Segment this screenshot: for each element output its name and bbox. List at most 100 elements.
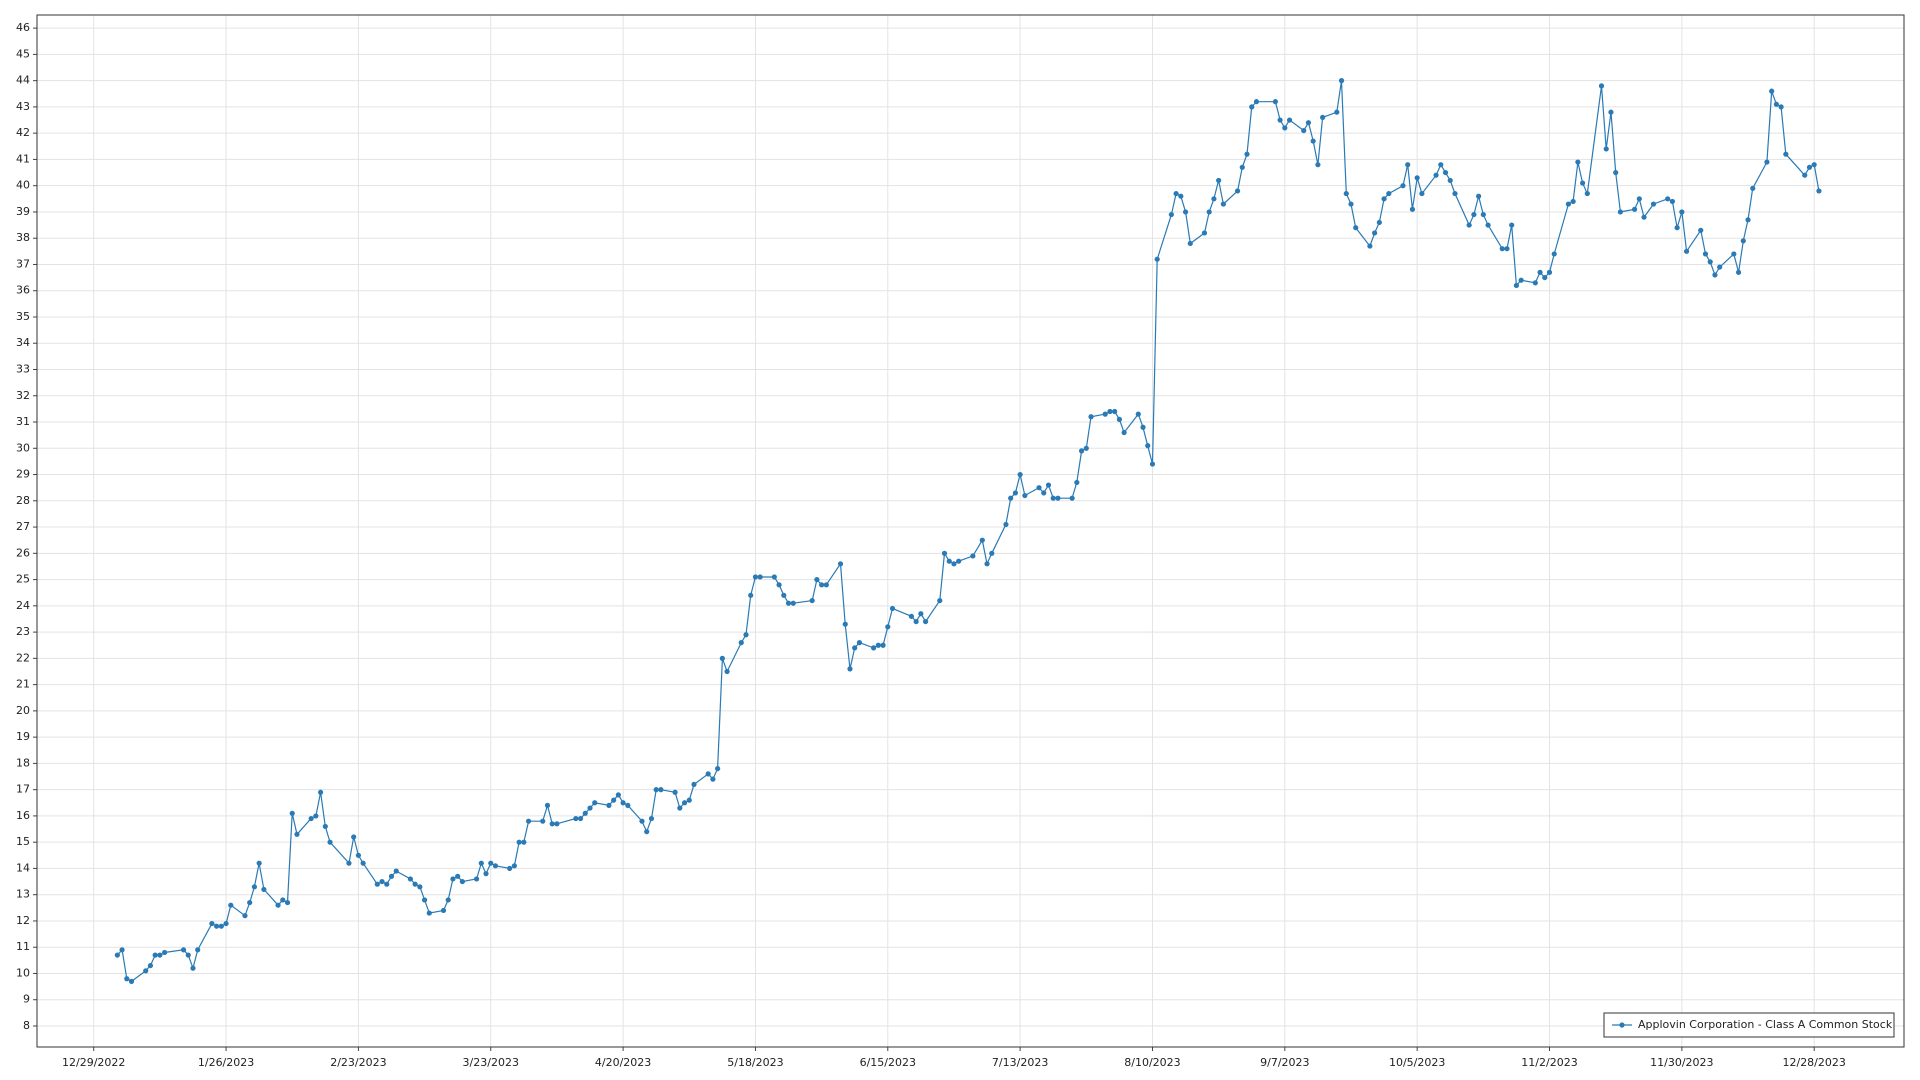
data-point: [984, 561, 990, 567]
y-tick-label: 9: [23, 993, 30, 1006]
data-point: [492, 863, 499, 869]
data-point: [355, 852, 362, 858]
data-point: [313, 813, 319, 819]
data-point: [1253, 99, 1260, 105]
data-point: [677, 805, 683, 811]
data-point: [1145, 443, 1151, 449]
data-point: [1546, 269, 1553, 275]
data-point: [544, 802, 551, 809]
y-tick-label: 40: [16, 179, 30, 192]
data-point: [875, 642, 881, 648]
data-point: [1816, 188, 1822, 194]
data-point: [1135, 411, 1141, 417]
data-point: [521, 839, 527, 845]
data-point: [1802, 172, 1808, 178]
y-tick-label: 31: [16, 415, 30, 428]
data-point: [1806, 164, 1813, 170]
data-point: [913, 618, 919, 625]
data-point: [1698, 227, 1704, 233]
data-point: [228, 902, 234, 908]
data-point: [1665, 196, 1671, 202]
data-point: [1509, 222, 1515, 228]
data-point: [1206, 209, 1212, 215]
y-tick-label: 24: [16, 599, 30, 612]
data-point: [1480, 211, 1486, 218]
data-point: [1717, 264, 1723, 270]
data-point: [1310, 138, 1316, 144]
data-point: [511, 863, 517, 869]
data-point: [440, 907, 447, 914]
data-point: [771, 574, 777, 580]
data-point: [1008, 495, 1014, 501]
data-point: [1769, 88, 1775, 94]
data-point: [908, 613, 915, 619]
series-line: [116, 80, 1820, 983]
plot-frame: [36, 14, 1905, 1048]
x-tick-label: 5/18/2023: [727, 1056, 783, 1069]
data-point: [1414, 175, 1420, 181]
data-point: [1442, 169, 1449, 176]
data-point: [114, 952, 120, 958]
data-point: [1234, 188, 1241, 194]
data-point: [1003, 521, 1009, 528]
data-point: [124, 976, 130, 982]
data-point: [639, 818, 645, 824]
data-point: [1631, 206, 1638, 212]
data-point: [1178, 193, 1184, 199]
data-point: [1476, 193, 1482, 199]
data-point: [1305, 120, 1312, 126]
y-tick-label: 23: [16, 625, 30, 638]
data-point: [1107, 408, 1113, 415]
x-tick-label: 9/7/2023: [1260, 1056, 1309, 1069]
data-point: [214, 923, 220, 929]
data-point: [478, 860, 484, 866]
data-point: [251, 884, 258, 890]
data-point: [1598, 83, 1605, 89]
data-point: [1471, 211, 1477, 218]
y-tick-label: 12: [16, 914, 30, 927]
data-point: [592, 800, 598, 806]
x-tick-label: 3/23/2023: [463, 1056, 519, 1069]
data-point: [1764, 159, 1770, 165]
data-point: [1088, 414, 1094, 420]
legend-label: Applovin Corporation - Class A Common St…: [1638, 1018, 1893, 1031]
data-point: [1532, 280, 1538, 286]
data-point: [157, 952, 163, 958]
data-point: [1140, 424, 1146, 430]
data-point: [1452, 190, 1458, 197]
data-point: [1055, 495, 1061, 501]
data-point: [781, 592, 787, 598]
data-point: [1022, 492, 1028, 499]
data-point: [1116, 416, 1122, 422]
y-tick-label: 38: [16, 231, 30, 244]
data-point: [284, 899, 291, 906]
data-point: [856, 640, 863, 646]
axes: 8 9 10 11 12 13 14 15 16 17 18 19 20 21 22 23 24 25 26 27 28…: [16, 14, 1905, 1069]
data-point: [705, 771, 711, 777]
plot: [114, 78, 1822, 984]
data-point: [672, 789, 678, 795]
data-point: [1433, 172, 1439, 178]
data-point: [615, 792, 621, 798]
data-point: [1485, 222, 1491, 228]
data-point: [681, 800, 688, 806]
data-point: [1584, 190, 1590, 197]
data-point: [1735, 269, 1742, 275]
data-point: [549, 821, 555, 827]
y-tick-label: 21: [16, 678, 30, 691]
data-point: [1731, 251, 1737, 257]
data-point: [1542, 274, 1548, 281]
data-point: [1579, 180, 1586, 186]
y-tick-label: 36: [16, 284, 30, 297]
x-tick-label: 7/13/2023: [992, 1056, 1048, 1069]
data-point: [1613, 169, 1619, 176]
data-point: [757, 574, 763, 580]
data-point: [162, 949, 168, 956]
data-point: [1773, 101, 1779, 107]
data-point: [1149, 461, 1156, 467]
data-point: [1154, 256, 1160, 262]
data-point: [956, 558, 962, 564]
data-point: [1702, 251, 1709, 257]
data-point: [473, 876, 480, 882]
